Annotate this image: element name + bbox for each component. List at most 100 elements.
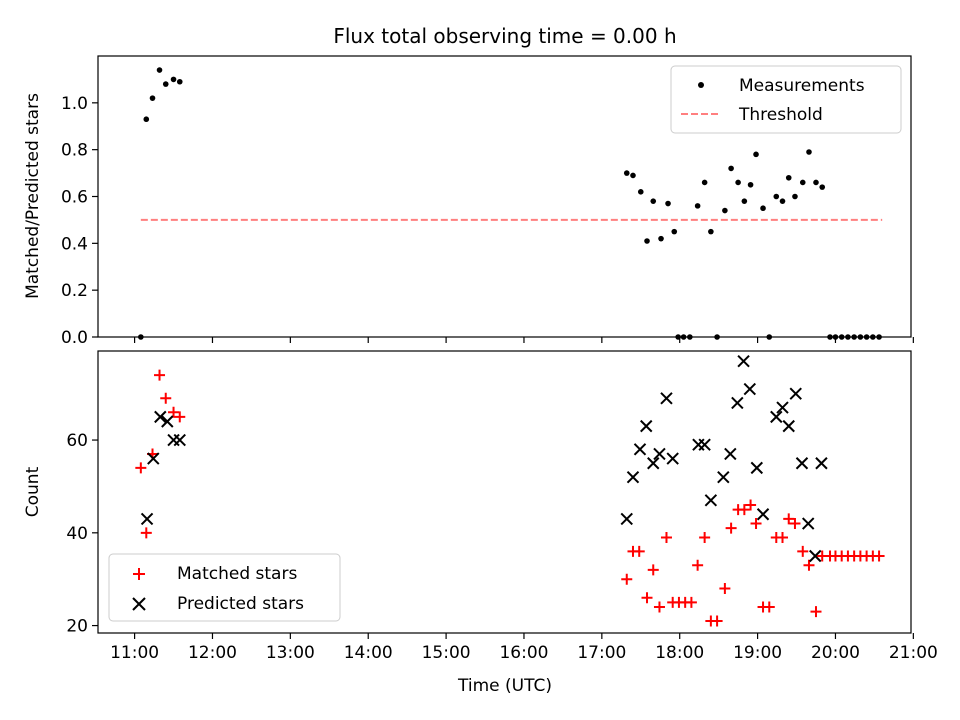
top-axes-frame <box>97 55 912 338</box>
matched-star-marker <box>763 601 775 613</box>
bottom-x-tick-label: 20:00 <box>811 643 860 663</box>
bottom-y-tick-label: 40 <box>66 524 88 544</box>
matched-star-marker <box>140 527 152 539</box>
bottom-x-tick-label: 16:00 <box>499 643 548 663</box>
top-measurement-point <box>623 170 630 176</box>
predicted-star-marker <box>731 396 744 410</box>
bottom-x-tick-label: 13:00 <box>266 643 315 663</box>
bottom-y-axis-label: Count <box>23 466 43 517</box>
top-y-axis-label: Matched/Predicted stars <box>23 93 43 299</box>
top-panel: 0.0 0.2 0.4 0.6 0.8 1.0 <box>61 55 914 348</box>
top-measurement-point <box>708 228 714 235</box>
top-y-tick-label: 0.4 <box>61 234 88 254</box>
bottom-axes-frame <box>97 350 912 634</box>
top-y-tick-label: 0.8 <box>61 141 88 161</box>
top-measurement-point <box>813 179 819 186</box>
predicted-star-marker <box>743 382 757 396</box>
bottom-x-tick-label: 18:00 <box>655 643 704 663</box>
top-measurement-point <box>760 205 766 212</box>
top-measurement-point <box>162 81 169 87</box>
legend-predicted-marker <box>132 597 146 611</box>
legend-predicted-label: Predicted stars <box>177 594 304 614</box>
predicted-star-marker <box>653 447 666 461</box>
matched-star-marker <box>789 518 801 530</box>
top-y-tick-label: 0.6 <box>61 188 88 208</box>
predicted-star-marker <box>647 457 660 470</box>
top-measurement-point <box>671 228 678 235</box>
predicted-star-marker <box>626 470 640 484</box>
predicted-star-marker <box>698 438 711 451</box>
matched-star-marker <box>699 531 711 543</box>
top-measurement-point <box>741 198 748 204</box>
top-legend-box <box>670 65 902 134</box>
predicted-star-marker <box>801 517 815 530</box>
matched-star-marker <box>692 559 704 571</box>
top-measurement-point <box>665 200 671 207</box>
bottom-y-tick-label: 60 <box>66 431 88 451</box>
matched-star-marker <box>154 369 166 381</box>
predicted-star-marker <box>704 494 718 507</box>
predicted-star-marker <box>173 433 186 447</box>
legend-threshold-label: Threshold <box>738 105 823 125</box>
bottom-legend: Matched stars Predicted stars <box>108 553 341 622</box>
top-measurement-point <box>630 172 636 179</box>
matched-star-marker <box>873 550 885 562</box>
top-measurement-point <box>650 198 657 204</box>
top-measurement-point <box>773 193 780 200</box>
matched-star-marker <box>719 582 731 594</box>
top-measurement-point <box>792 193 798 200</box>
matched-star-marker <box>660 531 672 543</box>
top-measurement-point <box>143 116 150 123</box>
top-measurement-point <box>170 76 177 83</box>
top-measurement-point <box>156 67 163 73</box>
bottom-x-tick-label: 21:00 <box>889 643 938 663</box>
top-y-tick-label: 0.2 <box>61 281 88 301</box>
predicted-star-marker <box>660 392 673 405</box>
top-legend: Measurements Threshold <box>670 65 902 134</box>
matched-star-marker <box>168 406 180 418</box>
matched-star-marker <box>810 606 822 618</box>
predicted-star-marker <box>147 452 160 465</box>
matched-star-marker <box>135 462 147 474</box>
predicted-star-marker <box>815 457 828 470</box>
legend-measurements-marker <box>698 82 704 88</box>
matched-star-marker <box>750 518 762 530</box>
matched-star-marker <box>641 592 653 604</box>
matched-star-marker <box>621 573 633 585</box>
matched-star-marker <box>160 392 172 404</box>
top-measurement-point <box>785 174 792 181</box>
matched-star-marker <box>711 615 723 627</box>
matched-star-marker <box>803 559 815 571</box>
top-measurement-point <box>735 179 741 186</box>
predicted-star-marker <box>724 447 737 461</box>
legend-matched-marker <box>133 568 145 580</box>
matched-star-marker <box>777 531 789 543</box>
top-measurement-point <box>701 179 708 186</box>
top-measurement-point <box>176 78 183 85</box>
predicted-star-marker <box>776 401 789 414</box>
predicted-star-marker <box>782 419 795 433</box>
top-y-tick-label: 0.0 <box>61 328 88 348</box>
bottom-x-tick-label: 14:00 <box>344 643 393 663</box>
predicted-star-marker <box>756 508 770 521</box>
matched-star-marker <box>745 499 757 511</box>
matched-star-marker <box>685 596 697 608</box>
predicted-star-marker <box>809 549 822 563</box>
top-y-tick-label: 1.0 <box>61 94 88 114</box>
bottom-x-tick-label: 15:00 <box>422 643 471 663</box>
bottom-x-tick-label: 12:00 <box>188 643 237 663</box>
matched-star-marker <box>738 504 750 516</box>
top-measurement-point <box>694 203 701 209</box>
top-measurement-point <box>806 149 812 155</box>
predicted-star-marker <box>140 512 154 526</box>
matched-star-marker <box>783 513 795 525</box>
predicted-star-marker <box>795 457 809 470</box>
predicted-star-marker <box>717 470 730 484</box>
top-measurement-point <box>149 95 156 101</box>
top-measurement-point <box>722 207 728 214</box>
predicted-star-marker <box>666 452 679 465</box>
matched-star-marker <box>647 564 659 576</box>
matched-star-marker <box>725 522 737 534</box>
legend-matched-label: Matched stars <box>177 564 297 584</box>
top-measurement-point <box>819 184 826 190</box>
